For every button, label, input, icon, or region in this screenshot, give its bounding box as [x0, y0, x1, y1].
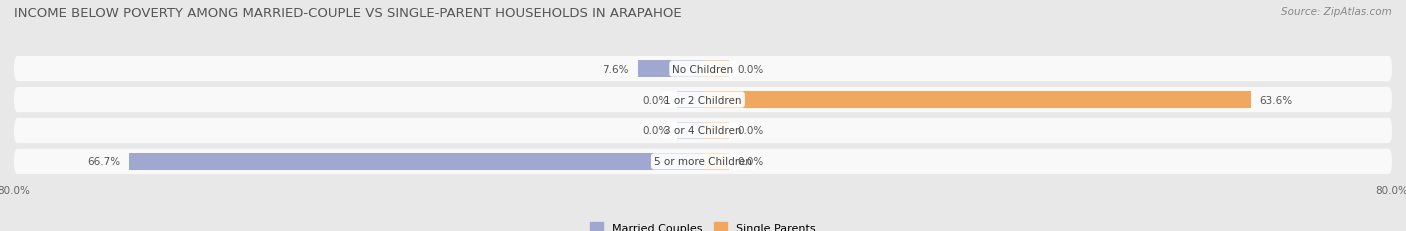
Bar: [128, 153, 703, 170]
Text: 1 or 2 Children: 1 or 2 Children: [664, 95, 742, 105]
Text: No Children: No Children: [672, 64, 734, 74]
Text: 5 or more Children: 5 or more Children: [654, 157, 752, 167]
Text: 63.6%: 63.6%: [1260, 95, 1292, 105]
Legend: Married Couples, Single Parents: Married Couples, Single Parents: [591, 222, 815, 231]
Text: 0.0%: 0.0%: [738, 157, 763, 167]
Bar: [703, 122, 728, 139]
Text: INCOME BELOW POVERTY AMONG MARRIED-COUPLE VS SINGLE-PARENT HOUSEHOLDS IN ARAPAHO: INCOME BELOW POVERTY AMONG MARRIED-COUPL…: [14, 7, 682, 20]
Bar: [637, 61, 703, 78]
Bar: [703, 61, 728, 78]
Text: 0.0%: 0.0%: [738, 126, 763, 136]
Text: 0.0%: 0.0%: [643, 126, 669, 136]
Text: 66.7%: 66.7%: [87, 157, 120, 167]
Text: 0.0%: 0.0%: [738, 64, 763, 74]
Text: 7.6%: 7.6%: [602, 64, 628, 74]
Bar: [703, 153, 728, 170]
FancyBboxPatch shape: [14, 88, 1392, 113]
Bar: [678, 122, 703, 139]
Text: 0.0%: 0.0%: [643, 95, 669, 105]
Text: 3 or 4 Children: 3 or 4 Children: [664, 126, 742, 136]
Text: Source: ZipAtlas.com: Source: ZipAtlas.com: [1281, 7, 1392, 17]
FancyBboxPatch shape: [14, 57, 1392, 82]
Bar: [703, 92, 1251, 109]
FancyBboxPatch shape: [14, 118, 1392, 143]
Bar: [678, 92, 703, 109]
FancyBboxPatch shape: [14, 149, 1392, 174]
